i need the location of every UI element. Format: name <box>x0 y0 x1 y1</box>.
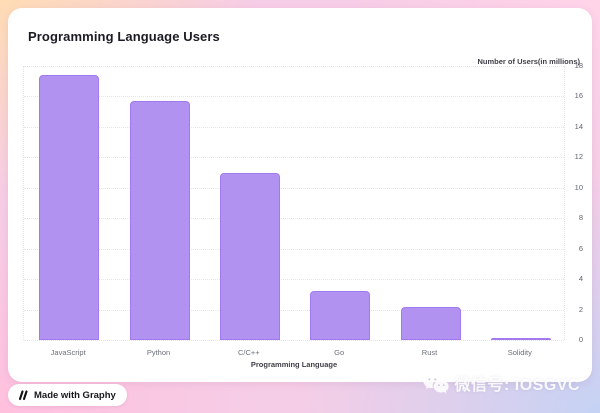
bar-solidity <box>490 338 551 340</box>
y-tick-label-10: 10 <box>574 182 583 192</box>
bar-go <box>310 291 371 340</box>
bar-c-c- <box>219 172 280 340</box>
bar-javascript <box>39 75 100 340</box>
wechat-watermark: 微信号: IOSGVC <box>422 371 580 395</box>
chart-card: Programming Language Users Number of Use… <box>8 8 592 382</box>
y-tick-label-8: 8 <box>578 213 583 223</box>
x-tick-label-rust: Rust <box>421 348 438 357</box>
gridline-y-4 <box>24 279 564 281</box>
bar-rust <box>400 306 461 340</box>
x-axis-title: Programming Language <box>250 360 338 369</box>
y-tick-label-4: 4 <box>578 274 583 284</box>
bar-python <box>129 101 190 340</box>
y-tick-label-6: 6 <box>578 243 583 253</box>
y-tick-label-2: 2 <box>578 304 583 314</box>
gridline-y-2 <box>24 309 564 311</box>
y-tick-label-16: 16 <box>574 91 583 101</box>
y-axis-title: Number of Users(in millions) <box>477 57 580 66</box>
y-tick-label-18: 18 <box>574 61 583 70</box>
plot-area <box>23 66 565 341</box>
y-tick-label-12: 12 <box>574 152 583 162</box>
gridline-y-10 <box>24 187 564 189</box>
badge-label: Made with Graphy <box>34 389 116 401</box>
gridline-y-16 <box>24 96 564 98</box>
graphy-logo-icon <box>17 389 29 401</box>
gridline-y-8 <box>24 218 564 220</box>
x-tick-label-javascript: JavaScript <box>50 348 86 357</box>
x-tick-label-solidity: Solidity <box>507 348 532 357</box>
chart-title: Programming Language Users <box>28 29 220 44</box>
y-tick-label-0: 0 <box>578 335 583 344</box>
wechat-icon <box>422 371 450 395</box>
gridline-y-14 <box>24 126 564 128</box>
y-tick-label-14: 14 <box>574 121 583 131</box>
x-tick-label-c-c-: C/C++ <box>237 348 260 357</box>
made-with-graphy-badge[interactable]: Made with Graphy <box>8 384 127 406</box>
gridline-y-0 <box>24 340 564 341</box>
watermark-text: 微信号: IOSGVC <box>454 377 580 394</box>
x-tick-label-go: Go <box>334 348 345 357</box>
gridline-y-12 <box>24 157 564 159</box>
gridline-y-6 <box>24 248 564 250</box>
gridline-y-18 <box>24 66 564 67</box>
x-tick-label-python: Python <box>146 348 171 357</box>
